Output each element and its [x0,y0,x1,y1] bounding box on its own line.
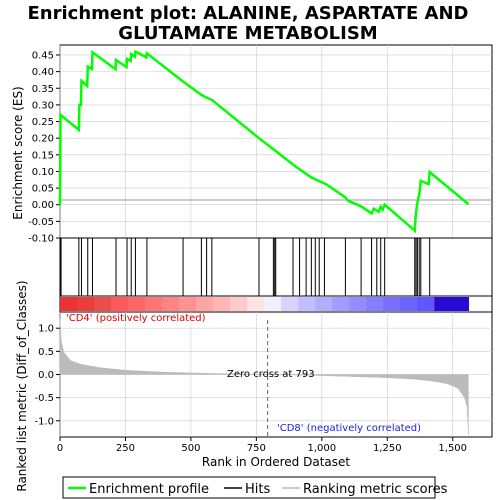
metric-y-tick-label: -0.5 [34,393,54,404]
x-axis-label: Rank in Ordered Dataset [202,455,350,469]
colorbar-segment [60,297,78,311]
es-y-axis-label: Enrichment score (ES) [11,86,25,219]
colorbar-segment [213,297,231,311]
x-tick-label: 1,250 [373,443,402,454]
colorbar-segment [349,297,367,311]
colorbar-segment [417,297,435,311]
es-y-tick-label: -0.05 [28,217,54,228]
es-curve [58,49,470,234]
legend-frame [62,476,436,499]
x-tick-label: 0 [57,443,63,454]
colorbar-segment [451,297,470,311]
x-tick-label: 1,500 [438,443,467,454]
colorbar-segment [111,297,129,311]
es-y-tick-label: 0.00 [32,200,54,211]
metric-area [59,318,469,435]
metric-y-tick-label: 0.5 [38,347,54,358]
es-y-tick-label: 0.15 [32,150,54,161]
metric-panel: -1.0 -0.5 0.0 0.5 1.0 'CD4' (positively corr… [15,280,493,492]
es-y-tick-label: 0.40 [32,67,54,78]
es-y-tick-label: -0.10 [28,234,54,245]
x-axis: 0 250 500 750 1,000 1,250 1,500 [57,437,467,454]
metric-y-ticks: -1.0 -0.5 0.0 0.5 1.0 [34,324,60,427]
legend-metric-label: Ranking metric scores [303,482,448,497]
chart-title-line2: GLUTAMATE METABOLISM [118,23,377,44]
colorbar-segment [77,297,95,311]
colorbar-segment [247,297,265,311]
colorbar-segment [315,297,333,311]
metric-y-tick-label: 0.0 [38,370,54,381]
zero-cross-label: Zero cross at 793 [227,369,315,380]
colorbar-segment [434,297,453,311]
colorbar-segments [60,297,470,311]
colorbar-segment [179,297,197,311]
colorbar-segment [298,297,316,311]
es-y-tick-label: 0.25 [32,117,54,128]
es-y-tick-label: 0.05 [32,184,54,195]
hits-panel [59,237,493,297]
colorbar-segment [332,297,350,311]
colorbar-segment [94,297,112,311]
es-panel: -0.10 -0.05 0.00 0.05 0.10 0.15 0.20 0.25 0.30 0.… [11,44,493,245]
es-y-tick-label: 0.35 [32,84,54,95]
colorbar-segment [264,297,282,311]
colorbar-segment [145,297,163,311]
x-tick-label: 1,000 [307,443,336,454]
metric-y-tick-label: -1.0 [34,416,54,427]
colorbar-segment [196,297,214,311]
chart-title-line1: Enrichment plot: ALANINE, ASPARTATE AND [28,3,469,24]
colorbar-segment [230,297,248,311]
legend-hits-label: Hits [245,482,270,497]
negative-label: 'CD8' (negatively correlated) [277,423,421,434]
positive-label: 'CD4' (positively correlated) [66,313,206,324]
x-tick-label: 500 [181,443,200,454]
colorbar-segment [162,297,180,311]
hit-marks [60,238,431,296]
colorbar-segment [366,297,384,311]
es-panel-frame [59,44,493,239]
colorbar-segment [400,297,418,311]
metric-y-tick-label: 1.0 [38,324,54,335]
es-y-tick-label: 0.45 [32,50,54,61]
colorbar-segment [281,297,299,311]
legend: Enrichment profile Hits Ranking metric s… [62,476,448,499]
colorbar-segment [128,297,146,311]
x-tick-label: 750 [247,443,266,454]
colorbar-segment [383,297,401,311]
colorbar-panel [59,295,493,313]
es-gridlines [59,45,492,239]
es-y-ticks: -0.10 -0.05 0.00 0.05 0.10 0.15 0.20 0.25 0.30 0.… [28,50,60,245]
es-y-tick-label: 0.30 [32,100,54,111]
metric-y-axis-label: Ranked list metric (Diff_of_Classes) [15,280,29,491]
legend-es-label: Enrichment profile [89,482,209,497]
es-y-tick-label: 0.10 [32,167,54,178]
es-y-tick-label: 0.20 [32,134,54,145]
x-tick-label: 250 [116,443,135,454]
